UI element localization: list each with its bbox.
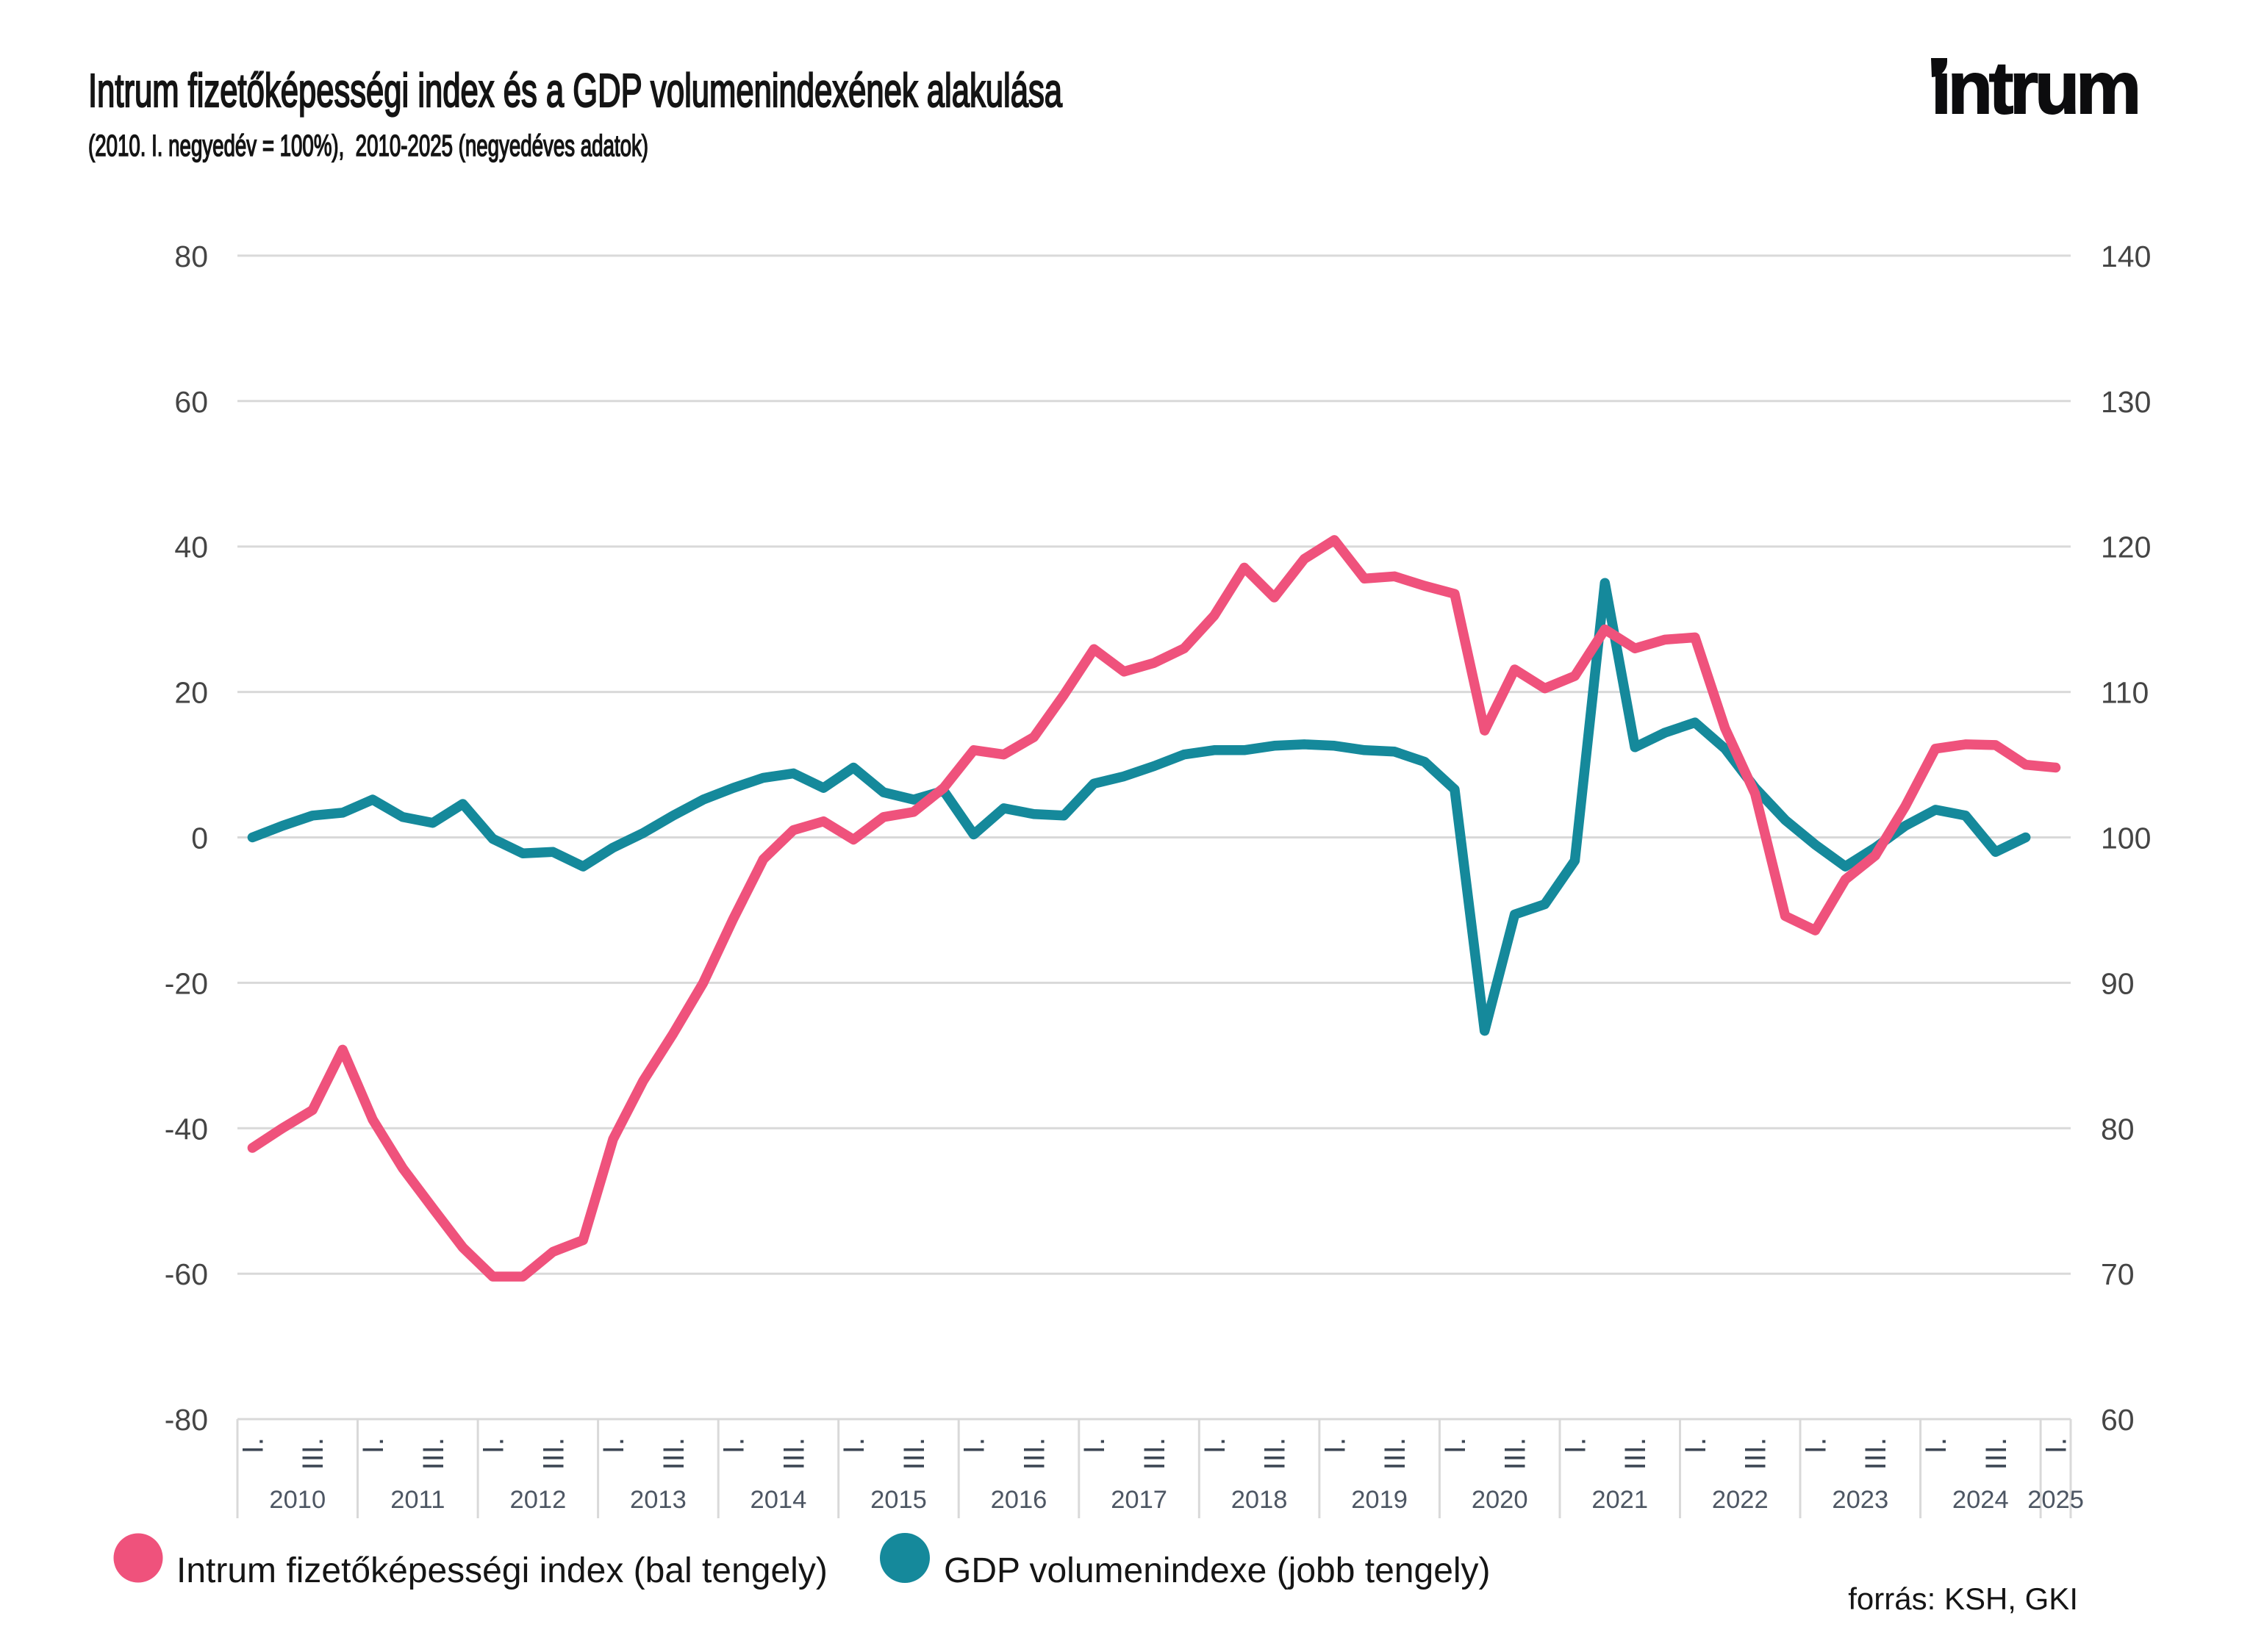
- svg-text:III.: III.: [898, 1437, 931, 1470]
- svg-text:I.: I.: [1800, 1437, 1833, 1454]
- svg-text:2013: 2013: [630, 1486, 687, 1514]
- svg-text:(2010. I. negyedév = 100%), 2: (2010. I. negyedév = 100%), 2010-2025 (n…: [88, 129, 648, 162]
- svg-text:I.: I.: [1439, 1437, 1472, 1454]
- svg-text:III.: III.: [1860, 1437, 1892, 1470]
- svg-text:-40: -40: [165, 1112, 208, 1146]
- svg-text:2021: 2021: [1591, 1486, 1648, 1514]
- svg-text:2016: 2016: [991, 1486, 1047, 1514]
- svg-text:70: 70: [2101, 1257, 2135, 1291]
- svg-text:forrás: KSH, GKI: forrás: KSH, GKI: [1848, 1581, 2078, 1616]
- svg-text:I.: I.: [1199, 1437, 1231, 1454]
- svg-text:2018: 2018: [1231, 1486, 1288, 1514]
- svg-text:110: 110: [2101, 676, 2149, 710]
- svg-text:III.: III.: [658, 1437, 690, 1470]
- svg-text:60: 60: [174, 385, 208, 419]
- svg-text:III.: III.: [1500, 1437, 1532, 1470]
- svg-text:40: 40: [174, 531, 208, 564]
- svg-text:130: 130: [2101, 385, 2151, 419]
- svg-text:2023: 2023: [1832, 1486, 1888, 1514]
- svg-text:III.: III.: [297, 1437, 329, 1470]
- svg-text:ıntrum: ıntrum: [1931, 47, 2138, 129]
- svg-text:0: 0: [191, 822, 208, 855]
- svg-text:I.: I.: [237, 1437, 269, 1454]
- svg-text:I.: I.: [1319, 1437, 1351, 1454]
- svg-text:2015: 2015: [870, 1486, 927, 1514]
- svg-text:III.: III.: [1259, 1437, 1292, 1470]
- svg-text:III.: III.: [1139, 1437, 1171, 1470]
- svg-text:2020: 2020: [1472, 1486, 1528, 1514]
- svg-text:-80: -80: [165, 1403, 208, 1437]
- svg-text:2019: 2019: [1351, 1486, 1408, 1514]
- svg-text:2017: 2017: [1111, 1486, 1167, 1514]
- svg-text:90: 90: [2101, 966, 2135, 1000]
- svg-text:I.: I.: [1920, 1437, 1952, 1454]
- svg-text:I.: I.: [959, 1437, 991, 1454]
- svg-text:2024: 2024: [1952, 1486, 2009, 1514]
- svg-text:80: 80: [174, 240, 208, 273]
- svg-text:I.: I.: [1078, 1437, 1111, 1454]
- svg-text:2022: 2022: [1712, 1486, 1769, 1514]
- svg-text:140: 140: [2101, 240, 2151, 273]
- svg-text:60: 60: [2101, 1403, 2135, 1437]
- svg-text:Intrum fizetőképességi index (: Intrum fizetőképességi index (bal tengel…: [176, 1551, 828, 1590]
- svg-text:I.: I.: [357, 1437, 390, 1454]
- svg-text:Intrum fizetőképességi index é: Intrum fizetőképességi index és a GDP vo…: [88, 64, 1062, 117]
- svg-text:I.: I.: [1559, 1437, 1591, 1454]
- svg-text:-20: -20: [165, 966, 208, 1000]
- svg-text:III.: III.: [1740, 1437, 1772, 1470]
- svg-text:120: 120: [2101, 531, 2151, 564]
- svg-text:80: 80: [2101, 1112, 2135, 1146]
- svg-text:2010: 2010: [269, 1486, 326, 1514]
- svg-text:III.: III.: [418, 1437, 450, 1470]
- svg-text:III.: III.: [1619, 1437, 1652, 1470]
- svg-text:2012: 2012: [510, 1486, 567, 1514]
- svg-text:III.: III.: [1019, 1437, 1051, 1470]
- svg-text:I.: I.: [838, 1437, 870, 1454]
- svg-text:III.: III.: [537, 1437, 570, 1470]
- svg-text:2025: 2025: [2027, 1486, 2084, 1514]
- svg-text:III.: III.: [778, 1437, 810, 1470]
- svg-text:GDP volumenindexe (jobb tengel: GDP volumenindexe (jobb tengely): [944, 1551, 1491, 1590]
- svg-text:I.: I.: [478, 1437, 510, 1454]
- svg-text:I.: I.: [718, 1437, 751, 1454]
- svg-text:III.: III.: [1379, 1437, 1411, 1470]
- svg-text:I.: I.: [598, 1437, 630, 1454]
- svg-text:20: 20: [174, 676, 208, 710]
- svg-text:III.: III.: [1980, 1437, 2013, 1470]
- svg-text:100: 100: [2101, 822, 2151, 855]
- svg-text:-60: -60: [165, 1257, 208, 1291]
- svg-text:I.: I.: [1680, 1437, 1712, 1454]
- svg-text:2014: 2014: [751, 1486, 807, 1514]
- svg-text:I.: I.: [2041, 1437, 2073, 1454]
- svg-text:2011: 2011: [390, 1486, 445, 1514]
